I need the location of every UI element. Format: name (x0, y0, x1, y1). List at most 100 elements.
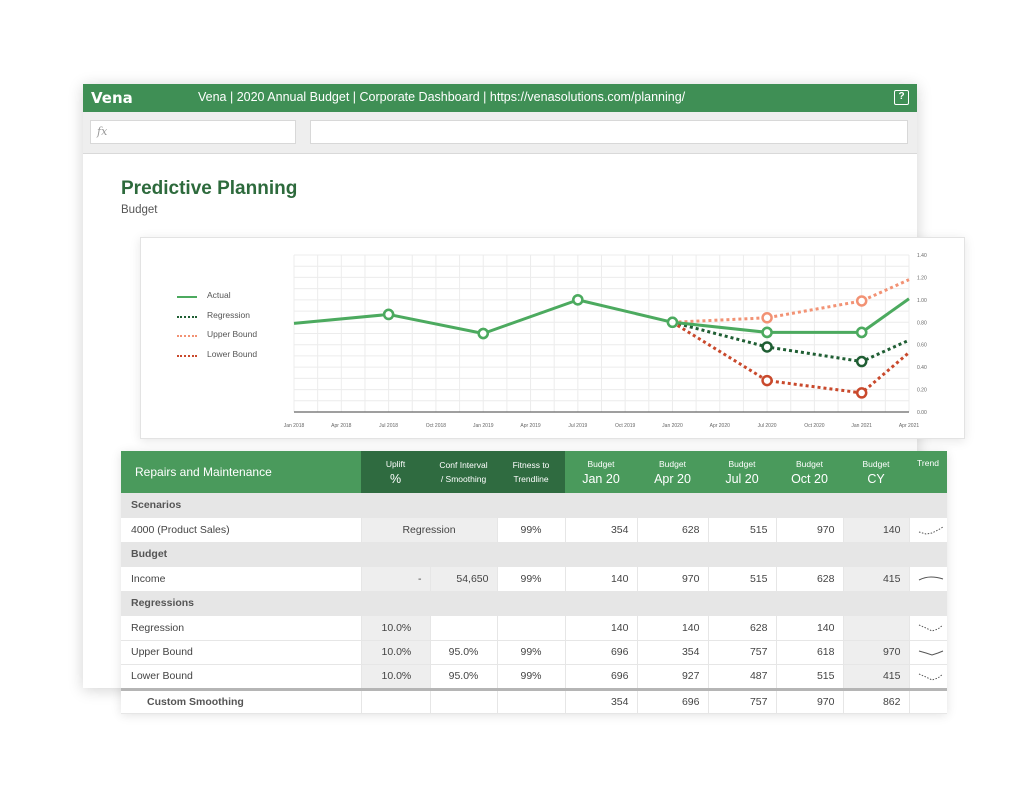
jul-cell[interactable]: 757 (708, 640, 777, 665)
apr-cell[interactable]: 696 (637, 687, 709, 714)
cy-cell[interactable]: 970 (843, 640, 910, 665)
trend-cell (908, 566, 947, 592)
table-row: Income - 54,650 99% 140 970 515 628 415 (121, 566, 947, 592)
fitness-header[interactable]: Fitness to Trendline (497, 451, 565, 493)
table-row-total: Custom Smoothing 354 696 757 970 862 (121, 687, 947, 714)
oct-cell[interactable]: 970 (776, 687, 844, 714)
jul-cell[interactable]: 515 (708, 517, 777, 543)
sparkline-icon (918, 526, 943, 535)
cy-cell[interactable]: 862 (843, 687, 910, 714)
vena-logo[interactable]: Vena (91, 89, 133, 107)
table-row: Upper Bound 10.0% 95.0% 99% 696 354 757 … (121, 640, 947, 665)
b1-bottom: Jan 20 (582, 472, 620, 486)
oct-cell[interactable]: 618 (776, 640, 844, 665)
table-row: 4000 (Product Sales) Regression 99% 354 … (121, 517, 947, 543)
cy-cell[interactable]: 140 (843, 517, 910, 543)
apr-cell[interactable]: 354 (637, 640, 709, 665)
fitness-cell[interactable] (497, 615, 566, 641)
jan-cell[interactable]: 696 (565, 640, 638, 665)
method-cell[interactable]: Regression (361, 517, 498, 543)
apr-cell[interactable]: 628 (637, 517, 709, 543)
section-label: Scenarios (121, 493, 947, 518)
budget-oct-header[interactable]: Budget Oct 20 (776, 451, 843, 493)
sparkline-icon (918, 624, 943, 632)
jul-cell[interactable]: 487 (708, 664, 777, 690)
row-label[interactable]: Regression (121, 615, 362, 641)
fitness-cell[interactable] (497, 687, 566, 714)
formula-bar: fx (83, 112, 917, 154)
b4-top: Budget (796, 459, 823, 469)
formula-input[interactable] (310, 120, 908, 144)
table-row: Lower Bound 10.0% 95.0% 99% 696 927 487 … (121, 664, 947, 690)
conf-cell[interactable]: 95.0% (430, 664, 498, 690)
fitness-cell[interactable]: 99% (497, 517, 566, 543)
conf-cell[interactable] (430, 687, 498, 714)
data-point-marker (855, 295, 868, 307)
conf-cell[interactable]: 95.0% (430, 640, 498, 665)
row-label[interactable]: Lower Bound (121, 664, 362, 690)
row-label[interactable]: Income (121, 566, 362, 592)
uplift-header-bottom: % (389, 472, 402, 486)
conf-interval-header[interactable]: Conf Interval / Smoothing (430, 451, 497, 493)
row-label[interactable]: Custom Smoothing (121, 687, 362, 714)
budget-jul-header[interactable]: Budget Jul 20 (708, 451, 776, 493)
y-tick-label: 1.40 (917, 253, 927, 259)
fitness-cell[interactable]: 99% (497, 664, 566, 690)
uplift-cell[interactable]: 10.0% (361, 615, 431, 641)
section-label: Regressions (121, 591, 947, 616)
uplift-cell[interactable]: 10.0% (361, 664, 431, 690)
b2-bottom: Apr 20 (654, 472, 691, 486)
y-tick-label: 0.40 (917, 365, 927, 371)
table-row: Regression 10.0% 140 140 628 140 (121, 615, 947, 641)
data-point-marker (761, 374, 773, 387)
help-icon[interactable]: ? (894, 90, 909, 105)
uplift-cell[interactable]: 10.0% (361, 640, 431, 665)
data-point-marker (761, 326, 773, 339)
budget-apr-header[interactable]: Budget Apr 20 (637, 451, 708, 493)
y-tick-label: 1.20 (917, 275, 927, 281)
oct-cell[interactable]: 970 (776, 517, 844, 543)
function-input[interactable]: fx (90, 120, 296, 144)
jul-cell[interactable]: 757 (708, 687, 777, 714)
jan-cell[interactable]: 140 (565, 566, 638, 592)
oct-cell[interactable]: 628 (776, 566, 844, 592)
apr-cell[interactable]: 970 (637, 566, 709, 592)
oct-cell[interactable]: 515 (776, 664, 844, 690)
table-header-row: Repairs and Maintenance Uplift% Conf Int… (121, 451, 947, 493)
jan-cell[interactable]: 140 (565, 615, 638, 641)
budget-cy-header[interactable]: Budget CY (843, 451, 909, 493)
jan-cell[interactable]: 354 (565, 517, 638, 543)
fitness-cell[interactable]: 99% (497, 566, 566, 592)
uplift-cell[interactable]: - (361, 566, 431, 592)
page-title: Predictive Planning (121, 178, 298, 199)
legend-label: Actual (207, 290, 231, 300)
legend-item: Actual (177, 290, 287, 310)
fitness-cell[interactable]: 99% (497, 640, 566, 665)
conf-cell[interactable] (430, 615, 498, 641)
row-label[interactable]: Upper Bound (121, 640, 362, 665)
trend-header-label: Trend (917, 458, 939, 468)
b1-top: Budget (587, 459, 615, 469)
y-tick-label: 0.60 (917, 343, 927, 349)
section-regressions: Regressions (121, 591, 947, 616)
b3-bottom: Jul 20 (725, 472, 759, 486)
oct-cell[interactable]: 140 (776, 615, 844, 641)
data-point-marker (382, 308, 395, 321)
apr-cell[interactable]: 140 (637, 615, 709, 641)
trend-cell (908, 640, 947, 665)
jan-cell[interactable]: 696 (565, 664, 638, 690)
apr-cell[interactable]: 927 (637, 664, 709, 690)
cy-cell[interactable]: 415 (843, 566, 910, 592)
budget-jan-header[interactable]: Budget Jan 20 (565, 451, 637, 493)
legend-item: Upper Bound (177, 329, 287, 349)
jul-cell[interactable]: 628 (708, 615, 777, 641)
data-point-marker (666, 316, 679, 329)
conf-cell[interactable]: 54,650 (430, 566, 498, 592)
uplift-header[interactable]: Uplift% (361, 451, 430, 493)
row-label[interactable]: 4000 (Product Sales) (121, 517, 362, 543)
cy-cell[interactable]: 415 (843, 664, 910, 690)
cy-cell[interactable] (843, 615, 910, 641)
jan-cell[interactable]: 354 (565, 687, 638, 714)
uplift-cell[interactable] (361, 687, 431, 714)
jul-cell[interactable]: 515 (708, 566, 777, 592)
